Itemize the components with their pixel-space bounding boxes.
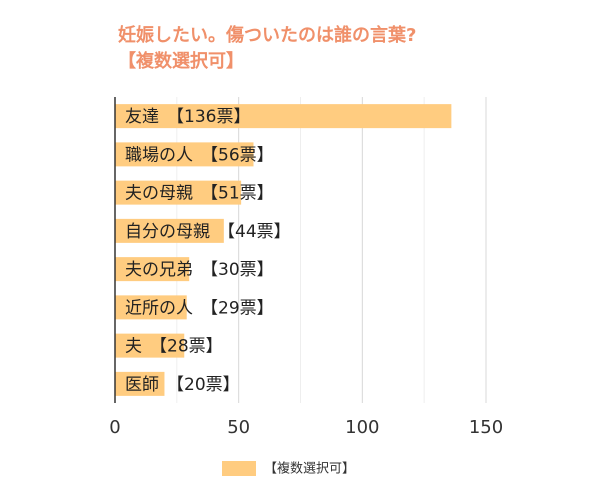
category-label: 近所の人 — [125, 298, 193, 318]
bar — [115, 104, 452, 129]
bar — [115, 218, 224, 243]
category-label: 夫 — [125, 337, 142, 357]
bar-label: 夫の母親 【51票】 — [125, 184, 274, 204]
x-tick-label: 100 — [345, 417, 379, 438]
value-label: 【44票】 — [218, 222, 291, 242]
bar-label: 友達 【136票】 — [125, 107, 250, 127]
value-label: 【56票】 — [201, 145, 274, 165]
value-label: 【136票】 — [167, 107, 250, 127]
legend-swatch — [222, 461, 256, 476]
category-label: 夫の兄弟 — [125, 260, 193, 280]
category-label: 友達 — [125, 107, 159, 127]
value-label: 【29票】 — [201, 298, 274, 318]
bar-label: 職場の人 【56票】 — [125, 145, 274, 165]
bar-label: 医師 【20票】 — [125, 375, 240, 395]
chart-title: 妊娠したい。傷ついたのは誰の言葉? — [118, 24, 416, 46]
legend-label: 【複数選択可】 — [264, 461, 355, 477]
x-tick-label: 0 — [109, 417, 120, 438]
bar — [115, 295, 187, 320]
x-tick-label: 150 — [469, 417, 503, 438]
bar-label: 夫の兄弟 【30票】 — [125, 260, 274, 280]
x-tick-label: 50 — [227, 417, 250, 438]
category-label: 夫の母親 — [125, 184, 193, 204]
category-label: 自分の母親 — [125, 222, 210, 242]
category-label: 医師 — [125, 375, 159, 395]
bar — [115, 371, 165, 396]
bar-label: 近所の人 【29票】 — [125, 298, 274, 318]
value-label: 【20票】 — [167, 375, 240, 395]
value-label: 【51票】 — [201, 184, 274, 204]
chart-subtitle: 【複数選択可】 — [118, 50, 244, 72]
bar — [115, 142, 254, 167]
value-label: 【28票】 — [150, 337, 223, 357]
bar — [115, 257, 190, 282]
bar — [115, 333, 185, 358]
value-label: 【30票】 — [201, 260, 274, 280]
category-label: 職場の人 — [125, 145, 193, 165]
bar-label: 自分の母親 【44票】 — [125, 222, 291, 242]
bar — [115, 180, 242, 205]
bar-label: 夫【28票】 — [125, 337, 223, 357]
